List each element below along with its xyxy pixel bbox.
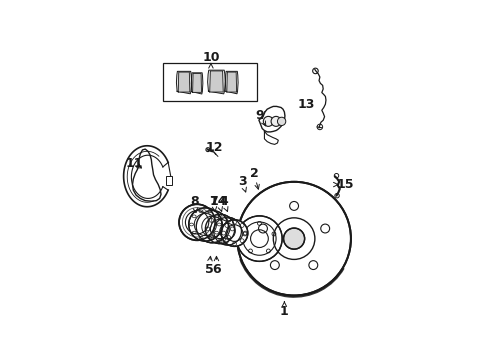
Text: 9: 9 xyxy=(255,109,264,122)
Text: 8: 8 xyxy=(190,195,198,208)
Text: 4: 4 xyxy=(219,195,228,208)
Circle shape xyxy=(284,228,305,249)
Text: 14: 14 xyxy=(210,195,227,208)
Text: 15: 15 xyxy=(337,178,354,191)
Polygon shape xyxy=(227,72,237,92)
Circle shape xyxy=(271,116,281,126)
Text: 6: 6 xyxy=(212,262,221,276)
Bar xyxy=(166,176,172,185)
Circle shape xyxy=(237,216,282,261)
Circle shape xyxy=(214,217,242,245)
Text: 13: 13 xyxy=(298,98,315,111)
Bar xyxy=(163,63,257,102)
Circle shape xyxy=(263,116,273,126)
Text: 2: 2 xyxy=(249,167,258,180)
Polygon shape xyxy=(193,73,201,93)
Polygon shape xyxy=(178,72,190,92)
Circle shape xyxy=(277,117,286,126)
Circle shape xyxy=(196,211,228,243)
Polygon shape xyxy=(210,71,223,92)
Circle shape xyxy=(221,220,248,246)
Text: 11: 11 xyxy=(125,157,143,170)
Polygon shape xyxy=(176,71,192,94)
Polygon shape xyxy=(265,131,278,144)
Text: 3: 3 xyxy=(238,175,246,188)
Text: 10: 10 xyxy=(202,50,220,64)
Circle shape xyxy=(189,208,222,241)
Polygon shape xyxy=(259,107,285,132)
Text: 7: 7 xyxy=(209,195,218,208)
Circle shape xyxy=(179,204,215,240)
Polygon shape xyxy=(225,71,238,94)
Text: 1: 1 xyxy=(280,305,289,318)
Circle shape xyxy=(237,182,351,296)
Text: 5: 5 xyxy=(205,262,213,276)
Polygon shape xyxy=(191,73,203,94)
Circle shape xyxy=(205,214,235,244)
Text: 12: 12 xyxy=(206,141,223,154)
Polygon shape xyxy=(208,70,225,94)
